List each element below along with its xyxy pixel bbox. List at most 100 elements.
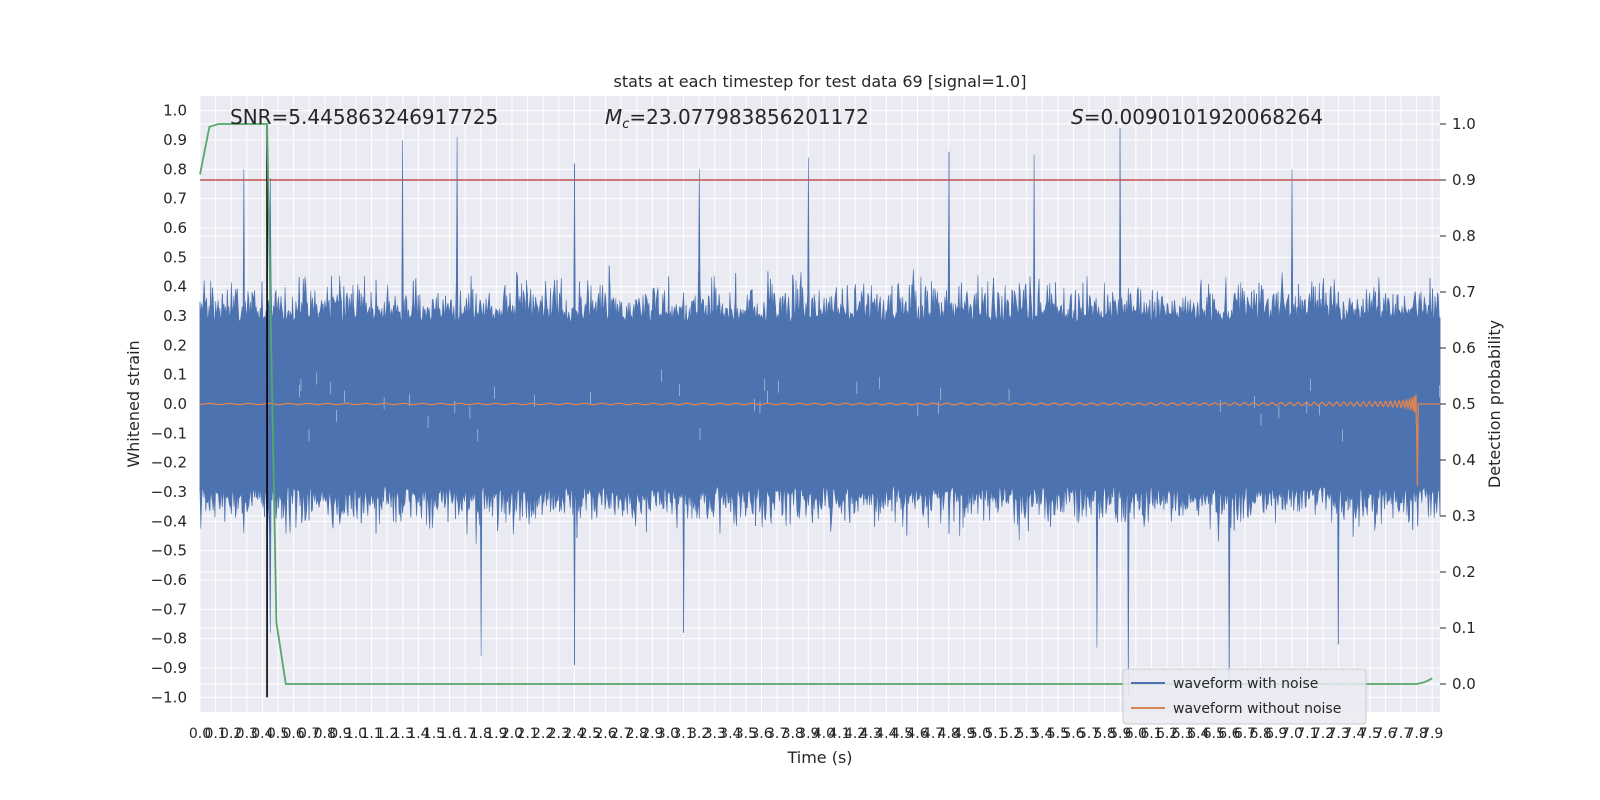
x-tick-label: 0.1 xyxy=(204,726,226,742)
y-tick-label-left: 0.2 xyxy=(163,336,187,354)
y-tick-label-right: 0.4 xyxy=(1452,451,1476,469)
noise-spikes xyxy=(199,128,1441,680)
x-tick-label: 4.3 xyxy=(860,726,882,742)
x-tick-label: 1.6 xyxy=(438,726,460,742)
x-tick-label: 1.1 xyxy=(360,726,382,742)
x-tick-label: 0.6 xyxy=(282,726,304,742)
x-tick-label: 6.0 xyxy=(1125,726,1147,742)
y-tick-label-left: −0.4 xyxy=(151,512,187,530)
x-tick-label: 0.4 xyxy=(251,726,273,742)
x-tick-label: 1.7 xyxy=(454,726,476,742)
clean-waveform-line xyxy=(199,394,1440,487)
y-tick-label-left: −0.5 xyxy=(151,542,187,560)
y-tick-label-left: −0.8 xyxy=(151,630,187,648)
x-tick-label: 5.6 xyxy=(1062,726,1084,742)
x-tick-label: 2.4 xyxy=(563,726,585,742)
x-tick-label: 3.3 xyxy=(704,726,726,742)
x-tick-label: 2.8 xyxy=(626,726,648,742)
x-tick-label: 5.4 xyxy=(1031,726,1053,742)
x-tick-label: 4.8 xyxy=(938,726,960,742)
y-tick-label-right: 0.9 xyxy=(1452,171,1476,189)
x-tick-label: 5.7 xyxy=(1078,726,1100,742)
y-tick-label-left: −0.3 xyxy=(151,483,187,501)
y-tick-label-left: 0.0 xyxy=(163,395,187,413)
ticks: 0.00.10.20.30.40.50.60.70.80.91.01.11.21… xyxy=(151,102,1476,742)
x-tick-label: 5.0 xyxy=(969,726,991,742)
y-tick-label-right: 1.0 xyxy=(1452,115,1476,133)
x-tick-label: 6.8 xyxy=(1249,726,1271,742)
x-tick-label: 6.3 xyxy=(1172,726,1194,742)
x-tick-label: 7.3 xyxy=(1327,726,1349,742)
x-tick-label: 0.2 xyxy=(220,726,242,742)
legend-box xyxy=(1122,668,1367,725)
x-tick-label: 0.3 xyxy=(236,726,258,742)
y-tick-label-left: 0.3 xyxy=(163,307,187,325)
x-tick-label: 7.5 xyxy=(1359,726,1381,742)
x-tick-label: 2.3 xyxy=(548,726,570,742)
y-tick-label-left: 0.5 xyxy=(163,248,187,266)
x-tick-label: 0.0 xyxy=(189,726,211,742)
chirp-series xyxy=(199,394,1440,487)
overlay xyxy=(199,123,1440,698)
y-tick-label-right: 0.5 xyxy=(1452,395,1476,413)
legend: waveform with noise waveform without noi… xyxy=(1122,668,1367,725)
x-tick-label: 1.3 xyxy=(392,726,414,742)
x-tick-label: 2.6 xyxy=(594,726,616,742)
y-tick-label-left: −0.7 xyxy=(151,600,187,618)
x-tick-label: 3.4 xyxy=(719,726,741,742)
x-tick-label: 5.8 xyxy=(1094,726,1116,742)
x-tick-label: 3.5 xyxy=(735,726,757,742)
y-tick-label-right: 0.8 xyxy=(1452,227,1476,245)
y-tick-label-left: −0.6 xyxy=(151,571,187,589)
x-tick-label: 1.5 xyxy=(423,726,445,742)
x-tick-label: 6.9 xyxy=(1265,726,1287,742)
y-tick-label-right: 0.0 xyxy=(1452,675,1476,693)
x-tick-label: 6.5 xyxy=(1203,726,1225,742)
x-tick-label: 4.2 xyxy=(844,726,866,742)
x-tick-label: 0.9 xyxy=(329,726,351,742)
x-tick-label: 7.6 xyxy=(1374,726,1396,742)
y-axis-label-left: Whitened strain xyxy=(124,340,143,467)
x-tick-label: 7.0 xyxy=(1281,726,1303,742)
x-tick-label: 1.9 xyxy=(485,726,507,742)
y-axis-label-right: Detection probability xyxy=(1485,320,1504,488)
x-tick-label: 3.1 xyxy=(672,726,694,742)
y-tick-label-right: 0.2 xyxy=(1452,563,1476,581)
x-tick-label: 4.7 xyxy=(922,726,944,742)
x-tick-label: 2.7 xyxy=(610,726,632,742)
x-tick-label: 5.5 xyxy=(1047,726,1069,742)
y-tick-label-left: 1.0 xyxy=(163,102,187,120)
y-tick-label-left: 0.6 xyxy=(163,219,187,237)
y-tick-label-left: −0.1 xyxy=(151,424,187,442)
x-tick-label: 4.1 xyxy=(828,726,850,742)
x-tick-label: 3.2 xyxy=(688,726,710,742)
x-tick-label: 0.7 xyxy=(298,726,320,742)
y-tick-label-right: 0.3 xyxy=(1452,507,1476,525)
x-tick-label: 3.8 xyxy=(782,726,804,742)
x-tick-label: 3.9 xyxy=(797,726,819,742)
mc-annotation: Mc=23.077983856201172 xyxy=(605,105,869,132)
y-tick-label-left: 0.1 xyxy=(163,366,187,384)
y-tick-label-right: 0.7 xyxy=(1452,283,1476,301)
x-tick-label: 2.0 xyxy=(501,726,523,742)
x-tick-label: 7.1 xyxy=(1296,726,1318,742)
x-tick-label: 6.6 xyxy=(1218,726,1240,742)
x-tick-label: 3.7 xyxy=(766,726,788,742)
y-tick-label-right: 0.6 xyxy=(1452,339,1476,357)
y-tick-label-left: 0.4 xyxy=(163,278,187,296)
x-tick-label: 7.2 xyxy=(1312,726,1334,742)
y-tick-label-left: 0.8 xyxy=(163,160,187,178)
x-tick-label: 3.6 xyxy=(750,726,772,742)
x-tick-label: 2.9 xyxy=(641,726,663,742)
x-tick-label: 7.7 xyxy=(1390,726,1412,742)
y-tick-label-left: 0.7 xyxy=(163,190,187,208)
x-tick-label: 1.8 xyxy=(470,726,492,742)
legend-label-clean: waveform without noise xyxy=(1173,701,1341,717)
x-tick-label: 2.5 xyxy=(579,726,601,742)
y-tick-label-right: 0.1 xyxy=(1452,619,1476,637)
x-tick-label: 5.2 xyxy=(1000,726,1022,742)
x-tick-label: 5.1 xyxy=(984,726,1006,742)
x-tick-label: 6.1 xyxy=(1140,726,1162,742)
x-tick-label: 6.4 xyxy=(1187,726,1209,742)
